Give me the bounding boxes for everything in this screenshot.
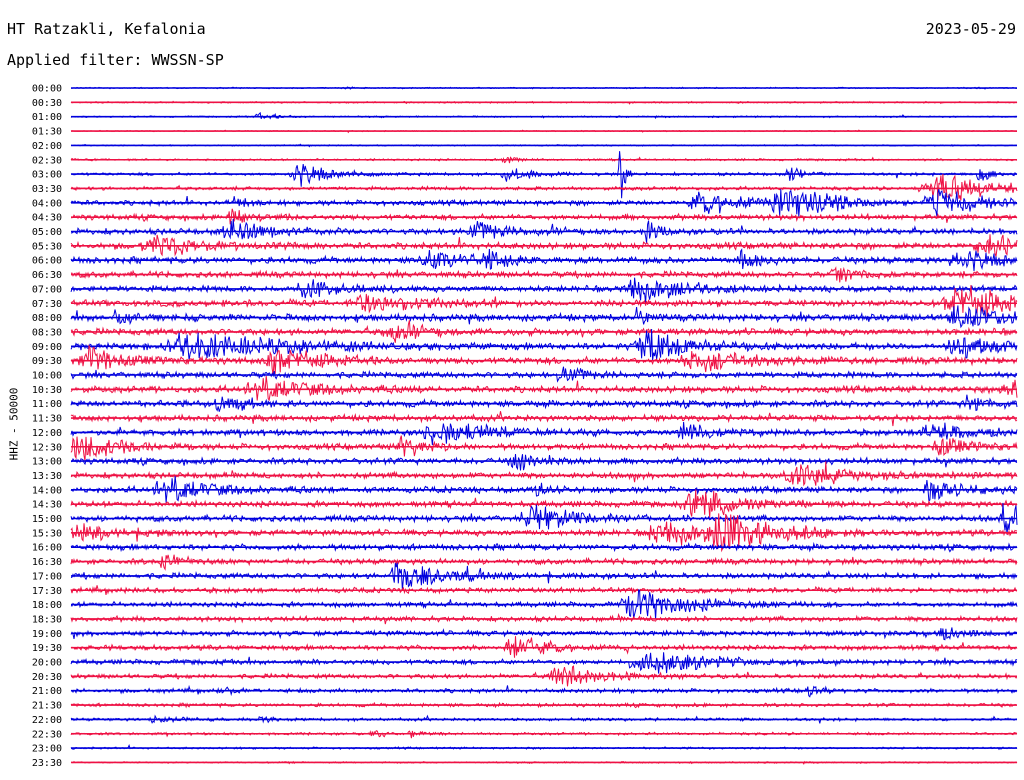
time-tick-label: 15:00 (32, 514, 62, 525)
trace-line (70, 375, 1018, 402)
time-tick-label: 14:00 (32, 485, 62, 496)
time-tick-label: 00:30 (32, 98, 62, 109)
time-tick-label: 09:30 (32, 356, 62, 367)
time-tick-label: 10:30 (32, 385, 62, 396)
time-tick-label: 09:00 (32, 342, 62, 353)
trace-line (70, 366, 1018, 383)
time-tick-label: 19:00 (32, 629, 62, 640)
time-tick-label: 14:30 (32, 500, 62, 511)
time-tick-label: 18:30 (32, 614, 62, 625)
time-tick-label: 07:00 (32, 284, 62, 295)
time-tick-label: 12:00 (32, 428, 62, 439)
time-tick-label: 03:30 (32, 184, 62, 195)
time-tick-label: 11:30 (32, 414, 62, 425)
trace-line (70, 305, 1018, 329)
time-tick-label: 05:00 (32, 227, 62, 238)
time-tick-label: 17:30 (32, 586, 62, 597)
trace-line (70, 453, 1018, 471)
time-tick-label: 19:30 (32, 643, 62, 654)
time-tick-label: 21:30 (32, 701, 62, 712)
time-tick-label: 13:30 (32, 471, 62, 482)
time-tick-label: 23:00 (32, 744, 62, 755)
time-tick-label: 17:00 (32, 571, 62, 582)
trace-line (70, 173, 1018, 201)
time-tick-label: 00:00 (32, 84, 62, 95)
time-tick-label: 01:30 (32, 127, 62, 138)
time-tick-label: 16:30 (32, 557, 62, 568)
time-tick-label: 18:00 (32, 600, 62, 611)
filter-label: Applied filter: WWSSN-SP (7, 51, 224, 69)
time-tick-label: 04:00 (32, 198, 62, 209)
time-tick-label: 20:30 (32, 672, 62, 683)
trace-line (70, 435, 1018, 461)
trace-line (70, 189, 1018, 218)
time-tick-label: 11:00 (32, 399, 62, 410)
trace-line (70, 421, 1018, 446)
trace-line (70, 277, 1018, 304)
time-tick-label: 01:00 (32, 112, 62, 123)
time-tick-label: 22:30 (32, 729, 62, 740)
time-tick-label: 06:00 (32, 256, 62, 267)
time-tick-label: 20:00 (32, 658, 62, 669)
time-tick-label: 15:30 (32, 528, 62, 539)
time-tick-label: 12:30 (32, 442, 62, 453)
time-tick-label: 13:00 (32, 457, 62, 468)
time-tick-label: 08:30 (32, 327, 62, 338)
time-tick-label: 07:30 (32, 299, 62, 310)
time-tick-label: 02:30 (32, 155, 62, 166)
time-tick-label: 03:00 (32, 170, 62, 181)
time-tick-label: 23:30 (32, 758, 62, 769)
time-tick-label: 16:00 (32, 543, 62, 554)
trace-line (70, 652, 1018, 674)
time-tick-label: 10:00 (32, 371, 62, 382)
time-tick-label: 04:30 (32, 213, 62, 224)
trace-line (70, 111, 1018, 120)
time-tick-label: 05:30 (32, 241, 62, 252)
time-tick-label: 21:00 (32, 686, 62, 697)
station-title: HT Ratzakli, Kefalonia (7, 20, 206, 38)
time-tick-label: 02:00 (32, 141, 62, 152)
time-tick-label: 22:00 (32, 715, 62, 726)
trace-line (70, 461, 1018, 487)
date-label: 2023-05-29 (925, 20, 1016, 38)
time-tick-label: 08:00 (32, 313, 62, 324)
time-tick-label: 06:30 (32, 270, 62, 281)
